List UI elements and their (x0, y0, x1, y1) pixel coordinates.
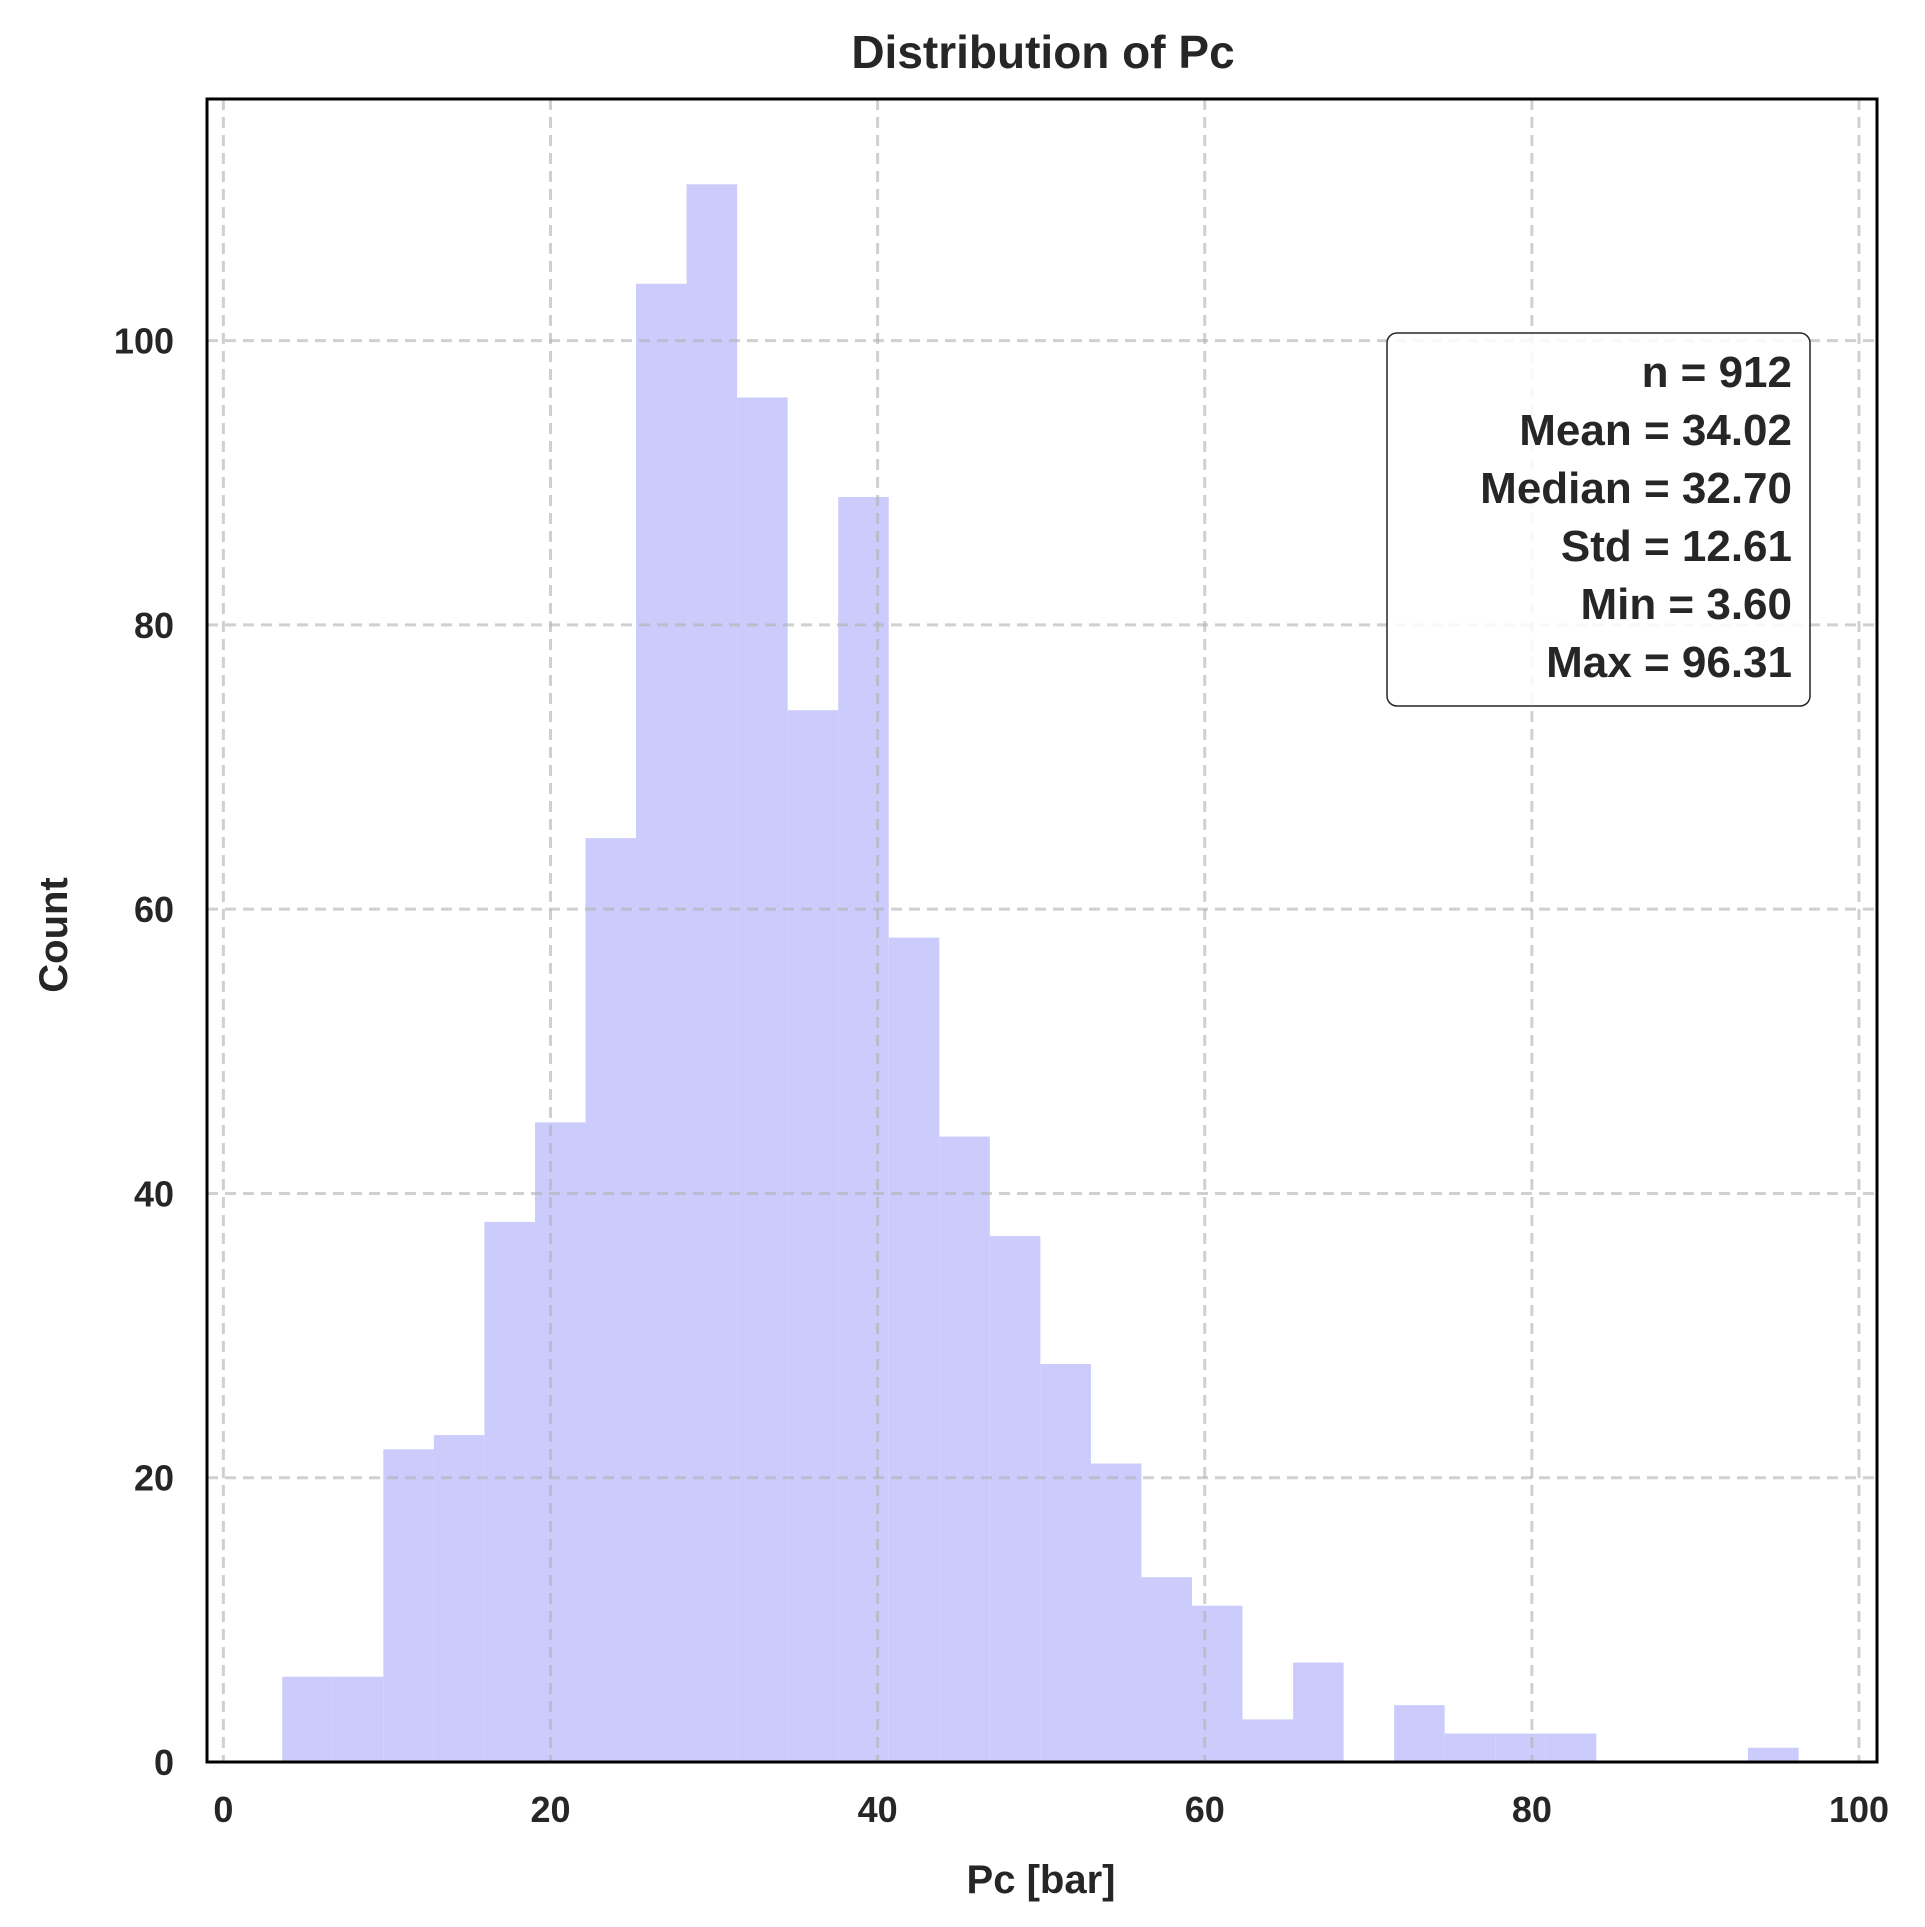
x-tick-label: 40 (858, 1789, 898, 1830)
x-tick-label: 60 (1185, 1789, 1225, 1830)
stats-n: n = 912 (1642, 348, 1792, 397)
histogram-bar (888, 937, 940, 1762)
histogram-bar (282, 1676, 333, 1762)
histogram-bar (686, 184, 738, 1762)
stats-min: Min = 3.60 (1580, 580, 1792, 629)
y-tick-label: 60 (134, 889, 174, 930)
stats-max: Max = 96.31 (1546, 638, 1792, 687)
histogram-bar (1747, 1747, 1799, 1762)
stats-median: Median = 32.70 (1480, 464, 1792, 513)
histogram-bar (636, 283, 687, 1762)
histogram-bar (1293, 1662, 1344, 1762)
histogram-bars (282, 184, 1799, 1763)
histogram-bar (332, 1676, 384, 1762)
x-axis-ticks: 0 20 40 60 80 100 (213, 1789, 1889, 1830)
histogram-bar (1495, 1733, 1546, 1762)
histogram-bar (484, 1221, 535, 1762)
histogram-bar (433, 1435, 485, 1762)
stats-std: Std = 12.61 (1561, 522, 1792, 571)
histogram-bar (1191, 1605, 1243, 1762)
y-tick-label: 20 (134, 1458, 174, 1499)
histogram-bar (737, 397, 788, 1762)
y-tick-label: 40 (134, 1173, 174, 1214)
x-tick-label: 20 (530, 1789, 570, 1830)
histogram-bar (1444, 1733, 1496, 1762)
y-tick-label: 100 (114, 321, 174, 362)
histogram-bar (1545, 1733, 1597, 1762)
histogram-bar (1090, 1463, 1142, 1762)
histogram-bar (989, 1236, 1041, 1762)
histogram-bar (383, 1449, 434, 1762)
plot-area (205, 97, 1879, 1764)
histogram-bar (585, 838, 637, 1762)
x-tick-label: 0 (213, 1789, 233, 1830)
histogram-bar (939, 1136, 990, 1762)
stats-box: n = 912 Mean = 34.02 Median = 32.70 Std … (1386, 332, 1811, 707)
x-tick-label: 100 (1829, 1789, 1889, 1830)
histogram-bar (838, 496, 889, 1762)
stats-mean: Mean = 34.02 (1519, 406, 1792, 455)
y-axis-label: Count (32, 877, 76, 993)
histogram-bar (534, 1122, 586, 1762)
histogram-bar (1040, 1364, 1091, 1762)
y-tick-label: 0 (154, 1742, 174, 1783)
histogram-bar (1141, 1577, 1192, 1762)
y-axis-ticks: 0 20 40 60 80 100 (114, 321, 174, 1783)
y-tick-label: 80 (134, 605, 174, 646)
histogram-bar (1242, 1719, 1294, 1762)
chart-title: Distribution of Pc (851, 26, 1234, 78)
histogram-bar (787, 710, 839, 1763)
plot-frame (205, 97, 1879, 1764)
x-axis-label: Pc [bar] (967, 1858, 1116, 1902)
histogram-bar (1394, 1705, 1445, 1762)
x-tick-label: 80 (1512, 1789, 1552, 1830)
stats-box-frame (1386, 332, 1811, 707)
